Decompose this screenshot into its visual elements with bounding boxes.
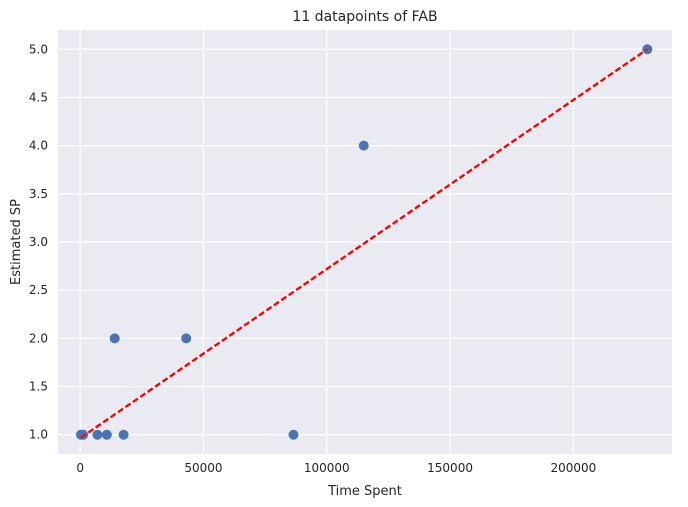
trend-line-overlay [80, 48, 648, 439]
y-tick-label: 2.5 [29, 283, 48, 297]
x-tick-label: 100000 [304, 461, 350, 475]
y-tick-label: 3.0 [29, 235, 48, 249]
data-point [78, 429, 89, 440]
y-tick-label: 2.0 [29, 331, 48, 345]
y-tick-label: 5.0 [29, 42, 48, 56]
series-layer [75, 44, 653, 440]
y-tick-label: 4.0 [29, 139, 48, 153]
chart-title: 11 datapoints of FAB [292, 9, 437, 25]
x-tick-label: 0 [76, 461, 84, 475]
y-axis-label: Estimated SP [9, 199, 24, 285]
x-tick-label: 150000 [427, 461, 473, 475]
data-point [288, 429, 299, 440]
data-point [118, 429, 129, 440]
data-point [109, 333, 120, 344]
x-tick-label: 50000 [184, 461, 222, 475]
y-tick-label: 1.0 [29, 428, 48, 442]
x-tick-label: 200000 [550, 461, 596, 475]
data-point [358, 140, 369, 151]
data-point [642, 44, 653, 55]
x-axis-label: Time Spent [327, 484, 402, 499]
x-tick-labels: 0 50000 100000 150000 200000 [76, 461, 596, 475]
data-point [101, 429, 112, 440]
data-point [92, 429, 103, 440]
y-tick-label: 3.5 [29, 187, 48, 201]
y-tick-label: 4.5 [29, 90, 48, 104]
y-tick-labels: 1.0 1.5 2.0 2.5 3.0 3.5 4.0 4.5 5.0 [29, 42, 48, 441]
y-tick-label: 1.5 [29, 380, 48, 394]
data-point [181, 333, 192, 344]
